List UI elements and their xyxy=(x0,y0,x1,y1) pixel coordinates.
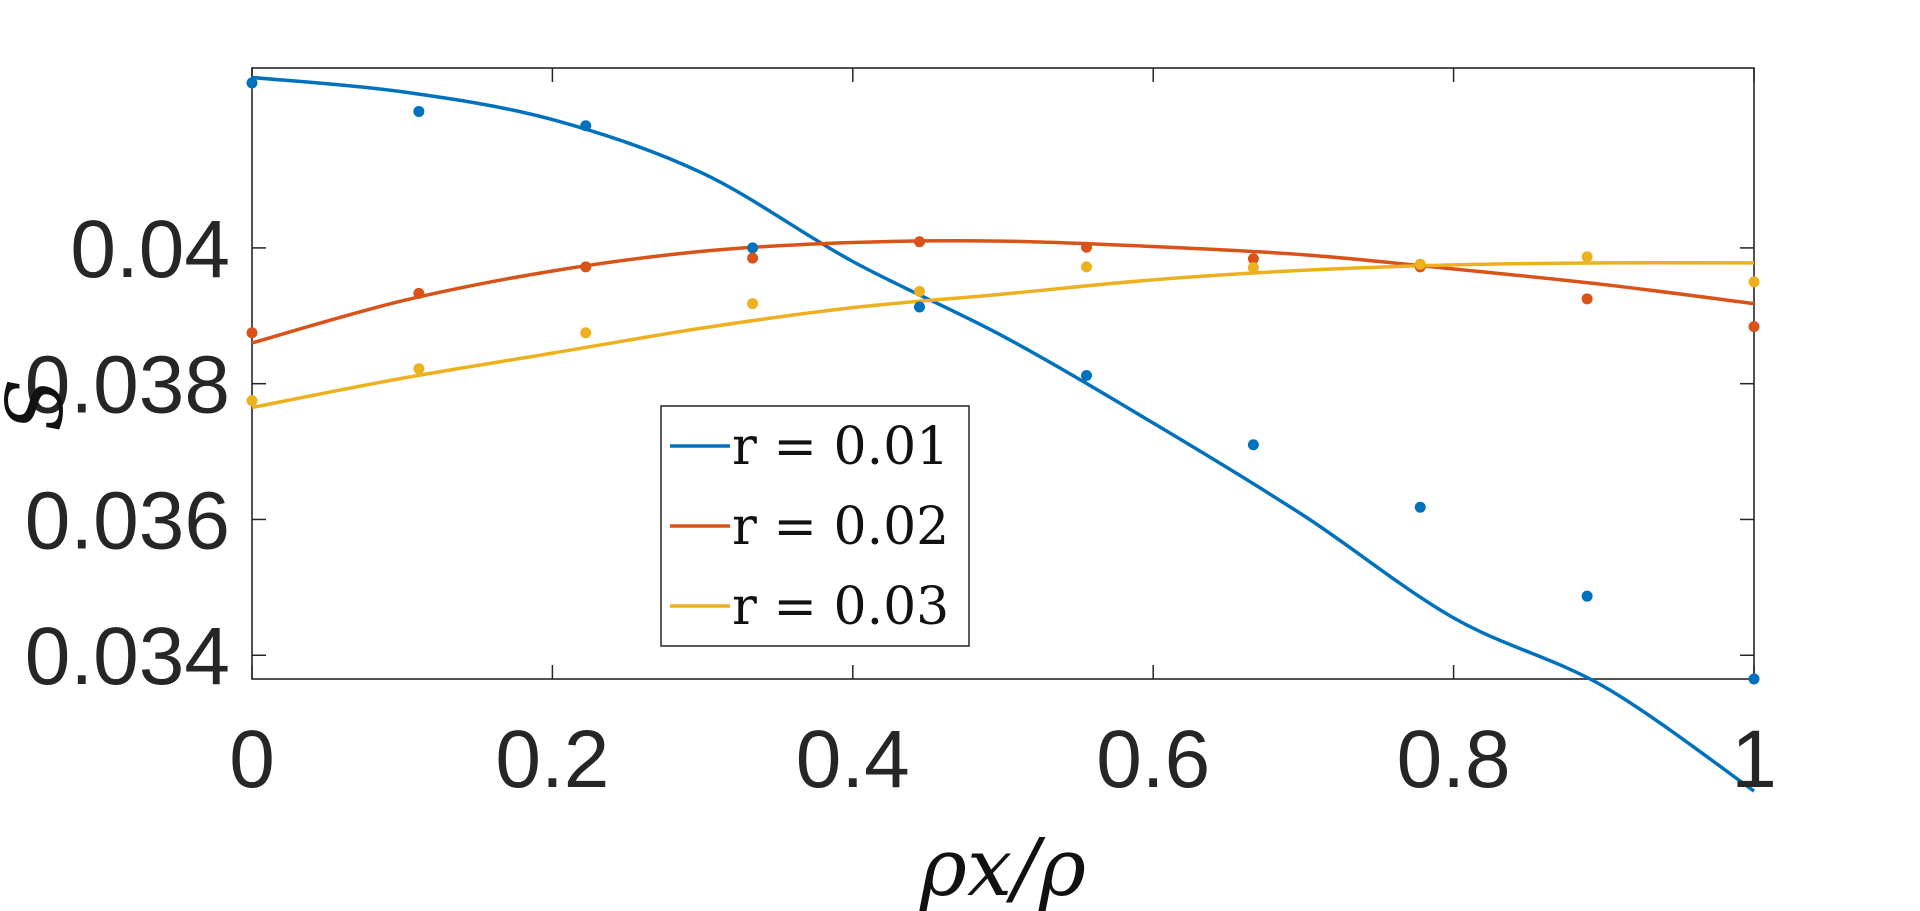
y-tick-label: 0.036 xyxy=(25,475,230,566)
series-2-point xyxy=(747,252,759,264)
series-1-point xyxy=(913,301,925,313)
x-axis-label: ρx/ρ xyxy=(919,821,1086,911)
fit-lines xyxy=(251,75,1756,793)
series-2-point xyxy=(1247,253,1259,265)
series-3-point xyxy=(1247,262,1259,274)
series-2-point xyxy=(1748,321,1760,333)
series-3-point xyxy=(580,327,592,339)
x-tick-label: 1 xyxy=(1731,714,1777,805)
series-3-point xyxy=(1748,276,1760,288)
series-2-point xyxy=(413,287,425,299)
series-1-point xyxy=(1247,439,1259,451)
series-2-fit-line xyxy=(251,239,1755,345)
plot-area xyxy=(251,67,1755,680)
series-3-point xyxy=(1581,251,1593,263)
y-tick-label: 0.034 xyxy=(25,611,230,702)
series-3-point xyxy=(913,285,925,297)
series-1-point xyxy=(1414,501,1426,513)
series-2-point xyxy=(913,236,925,248)
series-3-point xyxy=(1414,258,1426,270)
series-3-point xyxy=(1081,261,1093,273)
y-tick-label: 0.04 xyxy=(70,204,230,295)
series-3-point xyxy=(413,363,425,375)
series-3-fit-line xyxy=(251,260,1755,410)
legend-label-2: r = 0.02 xyxy=(732,497,949,557)
series-1-point xyxy=(747,242,759,254)
series-2-point xyxy=(1581,293,1593,305)
data-points xyxy=(246,77,1760,685)
series-1-point xyxy=(246,77,258,89)
series-3-point xyxy=(246,395,258,407)
series-2-point xyxy=(580,261,592,273)
series-1-point xyxy=(1081,370,1093,382)
tick-labels: 0 0.2 0.4 0.6 0.8 1 0.034 0.036 0.038 0.04 xyxy=(25,204,1777,805)
x-tick-label: 0.8 xyxy=(1397,714,1511,805)
x-tick-label: 0.4 xyxy=(796,714,910,805)
x-tick-label: 0 xyxy=(229,714,275,805)
series-1-point xyxy=(1581,590,1593,602)
series-1-fit-line xyxy=(251,75,1756,793)
series-2-point xyxy=(1081,241,1093,253)
y-tick-label: 0.038 xyxy=(25,340,230,431)
legend-label-3: r = 0.03 xyxy=(732,577,949,637)
x-tick-label: 0.6 xyxy=(1096,714,1210,805)
legend-label-1: r = 0.01 xyxy=(732,417,949,477)
x-tick-label: 0.2 xyxy=(495,714,609,805)
series-2-point xyxy=(246,327,258,339)
series-1-point xyxy=(580,120,592,132)
series-3-point xyxy=(747,298,759,310)
series-1-point xyxy=(413,105,425,117)
legend: r = 0.01 r = 0.02 r = 0.03 xyxy=(660,405,970,647)
series-1-point xyxy=(1748,673,1760,685)
y-axis-label: S xyxy=(0,378,81,431)
